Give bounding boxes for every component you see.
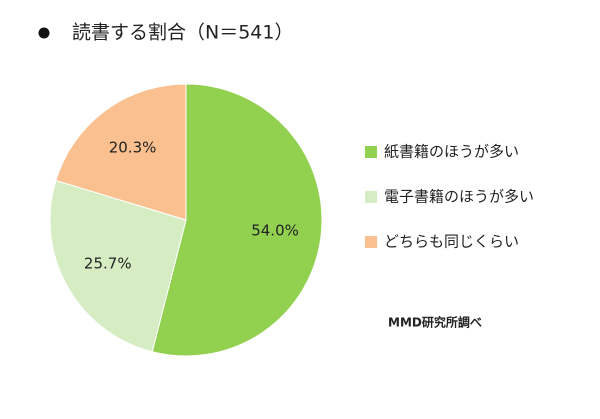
legend-label: どちらも同じくらい — [384, 233, 519, 251]
legend-label: 紙書籍のほうが多い — [384, 143, 519, 161]
pie-slice — [55, 83, 187, 221]
title-bullet — [38, 27, 50, 39]
pie-slice — [49, 179, 187, 353]
chart-title: 読書する割合（N＝541） — [72, 22, 293, 44]
slice-label: 20.3% — [109, 138, 157, 156]
source-note: MMD研究所調べ — [388, 315, 482, 330]
legend-swatch — [365, 191, 377, 203]
legend-swatch — [365, 236, 377, 248]
pie-slice — [151, 83, 323, 357]
legend-swatch — [365, 146, 377, 158]
legend-label: 電子書籍のほうが多い — [384, 188, 534, 206]
slice-label: 54.0% — [251, 222, 299, 240]
slice-label: 25.7% — [84, 254, 132, 272]
